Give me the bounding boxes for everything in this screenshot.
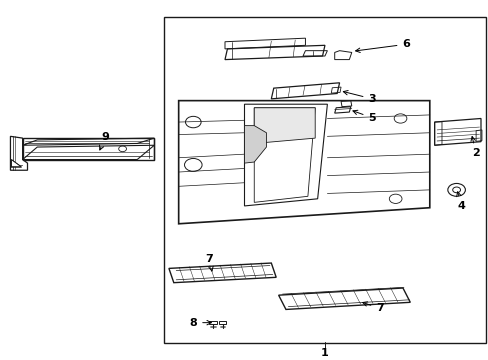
Text: 1: 1 xyxy=(321,348,328,358)
Text: 7: 7 xyxy=(205,255,213,271)
Bar xyxy=(163,17,485,343)
Polygon shape xyxy=(11,159,21,167)
Text: 5: 5 xyxy=(352,110,375,123)
Text: 9: 9 xyxy=(100,132,109,150)
Polygon shape xyxy=(244,126,266,163)
Text: 3: 3 xyxy=(343,90,375,104)
Text: 6: 6 xyxy=(355,39,409,53)
Text: 2: 2 xyxy=(470,136,479,158)
Text: 7: 7 xyxy=(362,302,383,313)
Text: 8: 8 xyxy=(189,318,211,328)
Polygon shape xyxy=(254,108,315,144)
Text: 4: 4 xyxy=(456,192,465,211)
